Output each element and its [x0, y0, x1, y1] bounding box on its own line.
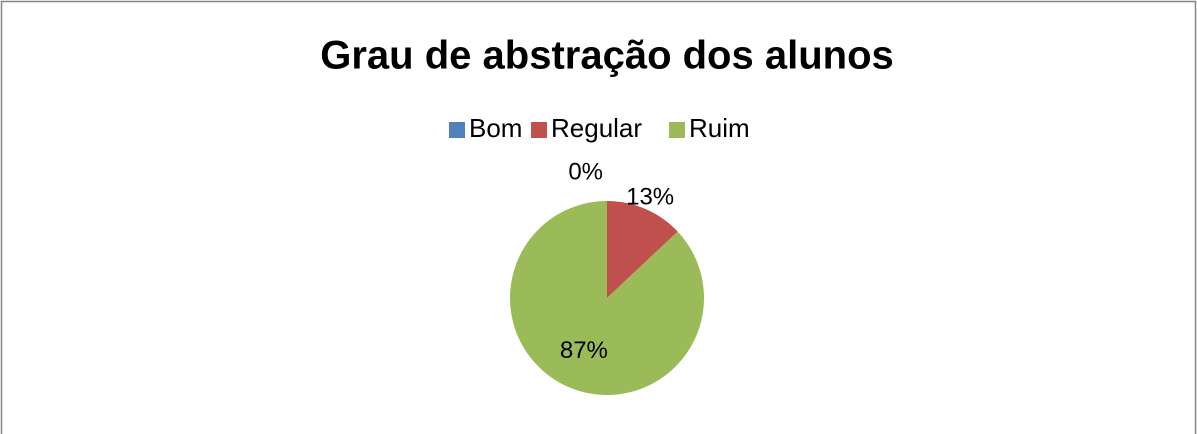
legend-swatch	[449, 122, 465, 138]
pie-slice	[509, 201, 704, 396]
legend-label: Regular	[551, 113, 642, 143]
legend-swatch	[669, 122, 685, 138]
data-label: 0%	[568, 159, 603, 186]
data-label: 87%	[560, 337, 608, 364]
chart-title: Grau de abstração dos alunos	[320, 34, 894, 78]
pie-slice	[607, 201, 678, 298]
legend-label: Bom	[469, 113, 522, 143]
legend-label: Ruim	[689, 113, 750, 143]
data-label: 13%	[626, 184, 674, 211]
legend-swatch	[531, 122, 547, 138]
